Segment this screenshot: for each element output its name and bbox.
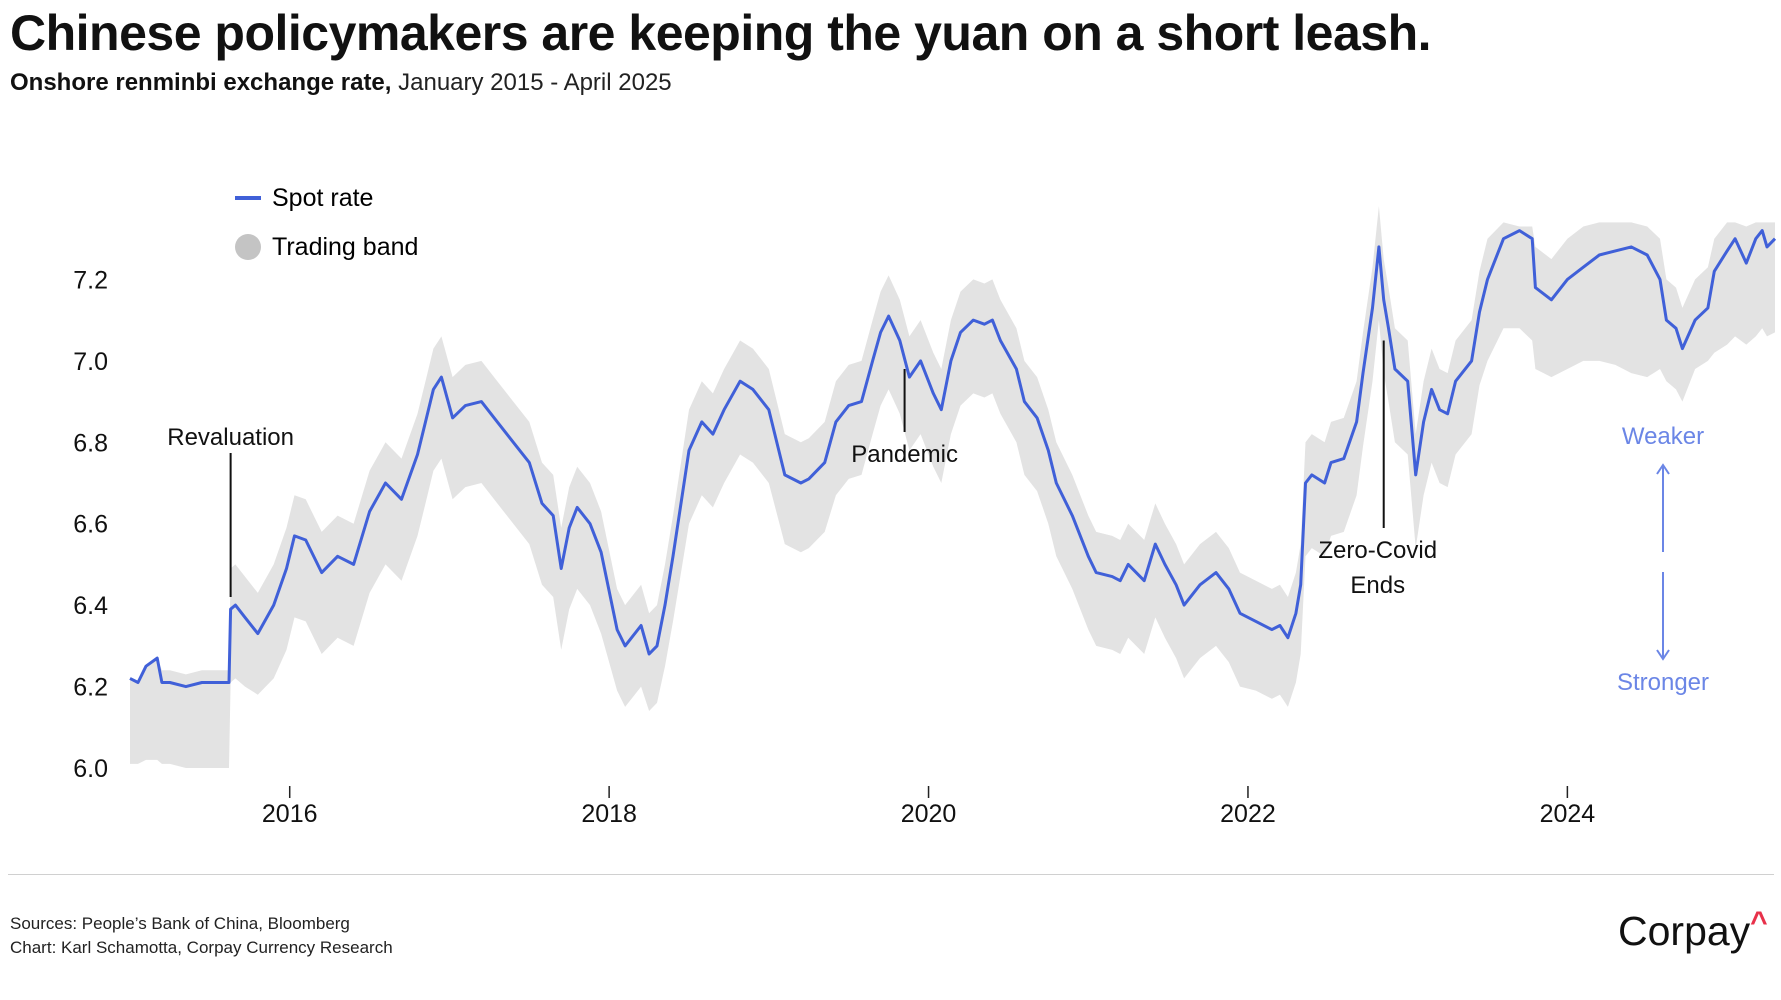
y-tick-label: 6.2 <box>73 674 108 702</box>
subtitle-range: January 2015 - April 2025 <box>398 69 672 96</box>
exchange-rate-chart: 6.0 6.2 6.4 6.6 6.8 7.0 7.2 2016 2018 2020 2022 202… <box>73 184 1777 828</box>
source-line: Sources: People’s Bank of China, Bloombe… <box>10 914 350 933</box>
annotation-label: Ends <box>1350 572 1405 599</box>
annotations-layer: Revaluation Pandemic Zero-Covid Ends <box>167 340 1437 599</box>
direction-weaker-label: Weaker <box>1622 423 1704 450</box>
spot-rate-layer <box>129 229 1777 689</box>
y-tick-label: 6.6 <box>73 511 108 539</box>
y-tick-label: 6.0 <box>73 755 108 783</box>
annotation-label: Pandemic <box>851 441 958 468</box>
subtitle-bold: Onshore renminbi exchange rate, <box>10 69 392 96</box>
axes-layer: 6.0 6.2 6.4 6.6 6.8 7.0 7.2 2016 2018 2020 2022 202… <box>73 266 1595 828</box>
footer-sources: Sources: People’s Bank of China, Bloombe… <box>10 912 393 960</box>
spot-rate-line <box>129 229 1777 689</box>
x-tick-label: 2018 <box>581 800 637 828</box>
legend: Spot rate Trading band <box>235 184 418 261</box>
x-tick-label: 2020 <box>901 800 957 828</box>
trading-band-area <box>130 206 1775 769</box>
annotation: Pandemic <box>851 369 958 468</box>
footer-divider <box>8 874 1774 875</box>
y-tick-label: 7.0 <box>73 348 108 376</box>
annotation: Zero-Covid Ends <box>1318 340 1437 599</box>
logo-text: Corpay <box>1618 908 1751 954</box>
x-tick-label: 2024 <box>1540 800 1596 828</box>
credit-line: Chart: Karl Schamotta, Corpay Currency R… <box>10 938 393 957</box>
direction-indicator: Weaker Stronger <box>1617 423 1709 696</box>
trading-band-layer <box>130 206 1775 769</box>
x-tick-label: 2022 <box>1220 800 1276 828</box>
legend-band-label: Trading band <box>272 233 418 261</box>
y-tick-label: 6.4 <box>73 592 108 620</box>
page-title: Chinese policymakers are keeping the yua… <box>10 5 1432 61</box>
annotation-label: Zero-Covid <box>1318 537 1437 564</box>
x-tick-label: 2016 <box>262 800 318 828</box>
annotation-label: Revaluation <box>167 424 294 451</box>
page-subtitle: Onshore renminbi exchange rate, January … <box>10 69 672 97</box>
annotation: Revaluation <box>167 424 294 597</box>
legend-spot-label: Spot rate <box>272 184 373 212</box>
direction-down-arrowhead <box>1656 649 1670 661</box>
logo-caret-icon: ^ <box>1750 906 1768 939</box>
corpay-logo[interactable]: Corpay^ <box>1618 906 1768 955</box>
y-tick-label: 6.8 <box>73 429 108 457</box>
legend-band-swatch <box>235 234 261 260</box>
direction-up-arrowhead <box>1656 463 1670 475</box>
direction-stronger-label: Stronger <box>1617 669 1709 696</box>
y-tick-label: 7.2 <box>73 266 108 294</box>
